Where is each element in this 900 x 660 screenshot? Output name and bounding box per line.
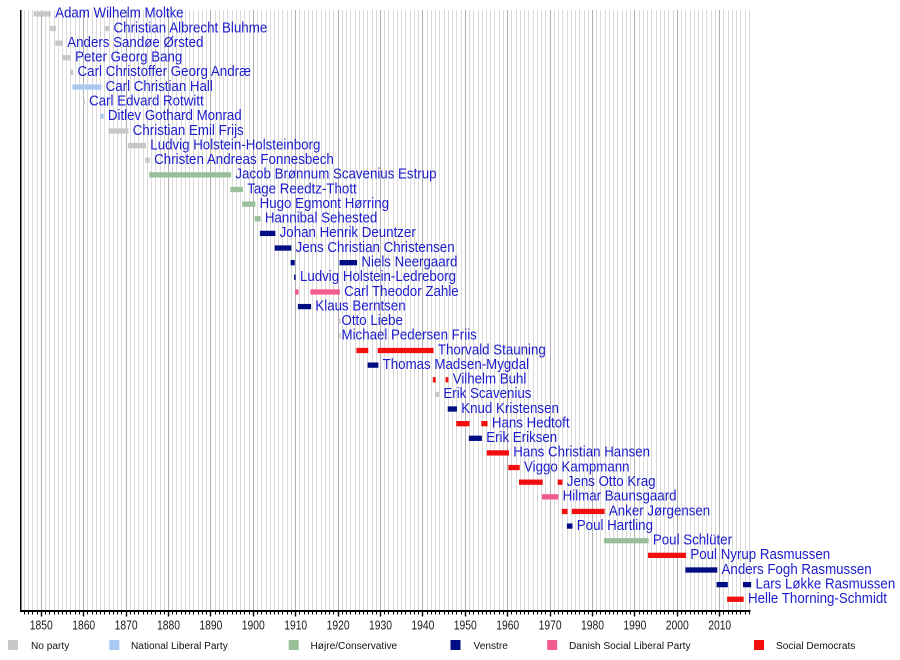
svg-text:1920: 1920 <box>327 619 350 633</box>
svg-text:Lars Løkke Rasmussen: Lars Løkke Rasmussen <box>755 575 895 592</box>
svg-text:Hannibal Sehested: Hannibal Sehested <box>265 210 377 227</box>
svg-text:1930: 1930 <box>369 619 392 633</box>
svg-text:Venstre: Venstre <box>474 641 509 652</box>
svg-text:Helle Thorning-Schmidt: Helle Thorning-Schmidt <box>748 590 888 607</box>
svg-text:Carl Edvard Rotwitt: Carl Edvard Rotwitt <box>89 93 204 110</box>
svg-text:Social Democrats: Social Democrats <box>776 641 855 652</box>
svg-text:Jacob Brønnum Scavenius Estrup: Jacob Brønnum Scavenius Estrup <box>235 166 436 183</box>
svg-text:Carl Theodor Zahle: Carl Theodor Zahle <box>344 283 459 300</box>
svg-text:Poul Schlüter: Poul Schlüter <box>653 532 732 549</box>
svg-text:Michael Pedersen Friis: Michael Pedersen Friis <box>342 327 477 344</box>
svg-text:Christian Albrecht Bluhme: Christian Albrecht Bluhme <box>114 19 268 36</box>
svg-text:Peter Georg Bang: Peter Georg Bang <box>75 49 182 66</box>
svg-text:Poul Nyrup Rasmussen: Poul Nyrup Rasmussen <box>690 546 830 563</box>
svg-text:National Liberal Party: National Liberal Party <box>131 641 229 652</box>
svg-text:Anker Jørgensen: Anker Jørgensen <box>609 502 710 519</box>
svg-text:Ludvig Holstein-Ledreborg: Ludvig Holstein-Ledreborg <box>300 268 456 285</box>
svg-text:Carl Christian Hall: Carl Christian Hall <box>106 78 213 95</box>
svg-text:Ludvig Holstein-Holsteinborg: Ludvig Holstein-Holsteinborg <box>150 136 320 153</box>
svg-text:1890: 1890 <box>199 619 222 633</box>
svg-text:1990: 1990 <box>623 619 646 633</box>
svg-text:Otto Liebe: Otto Liebe <box>342 312 403 329</box>
svg-text:Hans Hedtoft: Hans Hedtoft <box>492 414 570 431</box>
svg-text:1940: 1940 <box>411 619 434 633</box>
svg-text:No party: No party <box>31 641 70 652</box>
svg-text:Jens Christian Christensen: Jens Christian Christensen <box>296 239 455 256</box>
svg-text:Thomas Madsen-Mygdal: Thomas Madsen-Mygdal <box>383 356 529 373</box>
svg-text:1870: 1870 <box>115 619 138 633</box>
svg-text:Anders Sandøe Ørsted: Anders Sandøe Ørsted <box>67 34 203 51</box>
svg-text:Anders Fogh Rasmussen: Anders Fogh Rasmussen <box>722 561 872 578</box>
svg-text:1970: 1970 <box>539 619 562 633</box>
svg-text:2000: 2000 <box>666 619 689 633</box>
svg-text:Knud Kristensen: Knud Kristensen <box>461 400 559 417</box>
svg-text:Carl Christoffer Georg Andræ: Carl Christoffer Georg Andræ <box>78 63 252 80</box>
svg-text:1910: 1910 <box>284 619 307 633</box>
svg-text:Johan Henrik Deuntzer: Johan Henrik Deuntzer <box>280 224 416 241</box>
svg-text:Danish Social Liberal Party: Danish Social Liberal Party <box>569 641 691 652</box>
svg-text:1860: 1860 <box>72 619 95 633</box>
svg-text:Vilhelm Buhl: Vilhelm Buhl <box>453 371 527 388</box>
svg-text:Christian Emil Frijs: Christian Emil Frijs <box>133 122 244 139</box>
svg-text:Tage Reedtz-Thott: Tage Reedtz-Thott <box>247 180 357 197</box>
svg-text:Erik Scavenius: Erik Scavenius <box>443 385 531 402</box>
svg-text:Adam Wilhelm Moltke: Adam Wilhelm Moltke <box>55 5 184 22</box>
svg-text:Hilmar Baunsgaard: Hilmar Baunsgaard <box>563 488 677 505</box>
svg-text:1850: 1850 <box>30 619 53 633</box>
svg-text:Jens Otto Krag: Jens Otto Krag <box>567 473 656 490</box>
svg-text:Højre/Conservative: Højre/Conservative <box>311 641 398 652</box>
svg-text:Hugo Egmont Hørring: Hugo Egmont Hørring <box>260 195 389 212</box>
svg-text:Viggo Kampmann: Viggo Kampmann <box>524 458 630 475</box>
svg-text:Niels Neergaard: Niels Neergaard <box>361 253 457 270</box>
svg-text:Ditlev Gothard Monrad: Ditlev Gothard Monrad <box>108 107 242 124</box>
svg-text:2010: 2010 <box>708 619 731 633</box>
svg-text:1980: 1980 <box>581 619 604 633</box>
svg-text:1880: 1880 <box>157 619 180 633</box>
svg-text:Christen Andreas Fonnesbech: Christen Andreas Fonnesbech <box>154 151 334 168</box>
svg-text:Poul Hartling: Poul Hartling <box>577 517 653 534</box>
svg-text:Hans Christian Hansen: Hans Christian Hansen <box>513 444 650 461</box>
svg-text:Thorvald Stauning: Thorvald Stauning <box>438 341 546 358</box>
svg-text:Klaus Berntsen: Klaus Berntsen <box>315 297 405 314</box>
svg-text:Erik Eriksen: Erik Eriksen <box>486 429 557 446</box>
svg-text:1960: 1960 <box>496 619 519 633</box>
svg-text:1900: 1900 <box>242 619 265 633</box>
svg-text:1950: 1950 <box>454 619 477 633</box>
